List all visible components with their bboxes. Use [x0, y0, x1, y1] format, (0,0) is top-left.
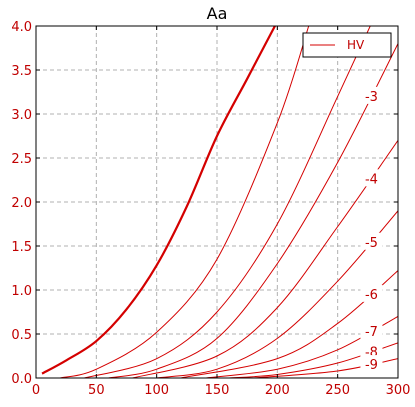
y-tick-label: 4.0: [11, 20, 32, 35]
series-line--2: [84, 26, 371, 378]
series-line--5: [156, 210, 398, 378]
series-line--9: [253, 358, 398, 378]
curve-label-bg: [360, 232, 383, 250]
legend: HV: [302, 32, 392, 58]
curve-label: -7: [365, 325, 378, 340]
y-tick-label: 3.0: [11, 108, 32, 123]
x-tick-label: 100: [144, 383, 169, 398]
curve-label: -4: [365, 172, 378, 187]
x-tick-label: 200: [265, 383, 290, 398]
curve-label: -5: [365, 236, 378, 251]
legend-label: HV: [347, 38, 365, 52]
y-tick-label: 0.0: [11, 372, 32, 387]
x-tick-label: 50: [88, 383, 105, 398]
y-tick-label: 2.5: [11, 152, 32, 167]
x-tick-label: 0: [32, 383, 40, 398]
series-line--1: [60, 26, 310, 378]
series-line--3: [108, 43, 398, 378]
series-line--4: [132, 140, 398, 378]
curve-labels: -3-4-5-6-7-8-9: [360, 86, 383, 373]
x-tick-label: 150: [205, 383, 230, 398]
curve-label-bg: [360, 169, 383, 187]
chart-title: Aa: [207, 4, 228, 23]
curve-label-bg: [360, 322, 383, 340]
y-tick-label: 1.5: [11, 240, 32, 255]
curve-label: -6: [365, 288, 378, 303]
series-line-0: [41, 26, 276, 375]
curve-label-bg: [360, 355, 383, 373]
x-tick-label: 300: [386, 383, 411, 398]
y-tick-label: 1.0: [11, 284, 32, 299]
grid: [36, 26, 398, 378]
y-tick-label: 2.0: [11, 196, 32, 211]
curve-label: -3: [365, 90, 378, 105]
curve-label-bg: [360, 86, 383, 104]
curve-label: -9: [365, 358, 378, 373]
y-tick-label: 0.5: [11, 328, 32, 343]
y-tick-label: 3.5: [11, 64, 32, 79]
axis-ticks: 0 50 100 150 200 250 300 0.0 0.5 1.0 1.5 2.0 2.5 3.0 3…: [11, 20, 410, 398]
x-tick-label: 250: [325, 383, 350, 398]
curve-label-bg: [360, 284, 383, 302]
